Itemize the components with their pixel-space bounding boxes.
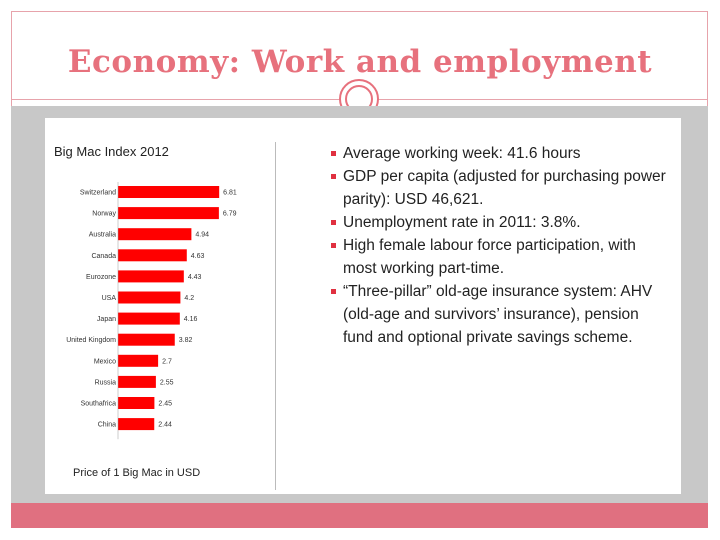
slide-title: Economy: Work and employment [67, 44, 653, 80]
category-label: Russia [95, 379, 117, 386]
bar [118, 312, 180, 325]
bullet-square-icon [331, 243, 336, 248]
bar [118, 228, 192, 241]
bar [118, 291, 181, 304]
column-divider [275, 142, 276, 490]
content-panel: Big Mac Index 2012 Switzerland 6.81 Norway… [45, 118, 681, 494]
bar [118, 418, 155, 431]
bullet-square-icon [331, 174, 336, 179]
category-label: Eurozone [86, 274, 116, 281]
value-label: 6.81 [223, 190, 237, 197]
bullet-text: GDP per capita (adjusted for purchasing … [343, 168, 666, 208]
value-label: 2.45 [158, 401, 172, 408]
category-label: Mexico [94, 358, 116, 365]
bullet-text: Unemployment rate in 2011: 3.8%. [343, 214, 581, 231]
bullet-item: Unemployment rate in 2011: 3.8%. [331, 211, 671, 234]
category-label: Southafrica [81, 401, 117, 408]
bar [118, 270, 184, 283]
category-label: Switzerland [80, 190, 116, 197]
category-label: Canada [91, 253, 116, 260]
value-label: 2.55 [160, 379, 174, 386]
bar-chart: Switzerland 6.81 Norway 6.79 Australia 4.94 Ca… [66, 182, 237, 440]
bar [118, 354, 159, 367]
bullet-item: High female labour force participation, … [331, 234, 671, 280]
category-label: China [98, 422, 116, 429]
value-label: 4.43 [188, 274, 202, 281]
bullet-item: Average working week: 41.6 hours [331, 142, 671, 165]
bar [118, 397, 155, 409]
category-label: USA [102, 295, 117, 302]
bullet-list: Average working week: 41.6 hours GDP per… [331, 142, 671, 349]
footer-bar [11, 503, 708, 528]
chart-title: Big Mac Index 2012 [54, 144, 169, 159]
value-label: 4.63 [191, 253, 205, 260]
bullet-text: Average working week: 41.6 hours [343, 145, 581, 162]
category-label: Japan [97, 316, 116, 323]
chart-caption: Price of 1 Big Mac in USD [73, 467, 201, 479]
bullet-item: GDP per capita (adjusted for purchasing … [331, 165, 671, 211]
value-label: 4.16 [184, 316, 198, 323]
bar [118, 375, 156, 388]
bullet-text: High female labour force participation, … [343, 237, 636, 277]
bullet-item: “Three-pillar” old-age insurance system:… [331, 280, 671, 349]
bullet-square-icon [331, 289, 336, 294]
bullet-square-icon [331, 220, 336, 225]
category-label: Norway [92, 211, 116, 218]
value-label: 4.94 [195, 232, 209, 239]
bar [118, 249, 187, 262]
bullet-square-icon [331, 151, 336, 156]
bar [118, 333, 175, 346]
value-label: 3.82 [179, 337, 193, 344]
value-label: 6.79 [223, 211, 237, 218]
value-label: 4.2 [184, 295, 194, 302]
value-label: 2.7 [162, 358, 172, 365]
value-label: 2.44 [158, 422, 172, 429]
bar [118, 186, 220, 198]
category-label: Australia [89, 232, 116, 239]
category-label: United Kingdom [66, 337, 116, 344]
bar [118, 207, 219, 220]
bullet-text: “Three-pillar” old-age insurance system:… [343, 283, 653, 346]
